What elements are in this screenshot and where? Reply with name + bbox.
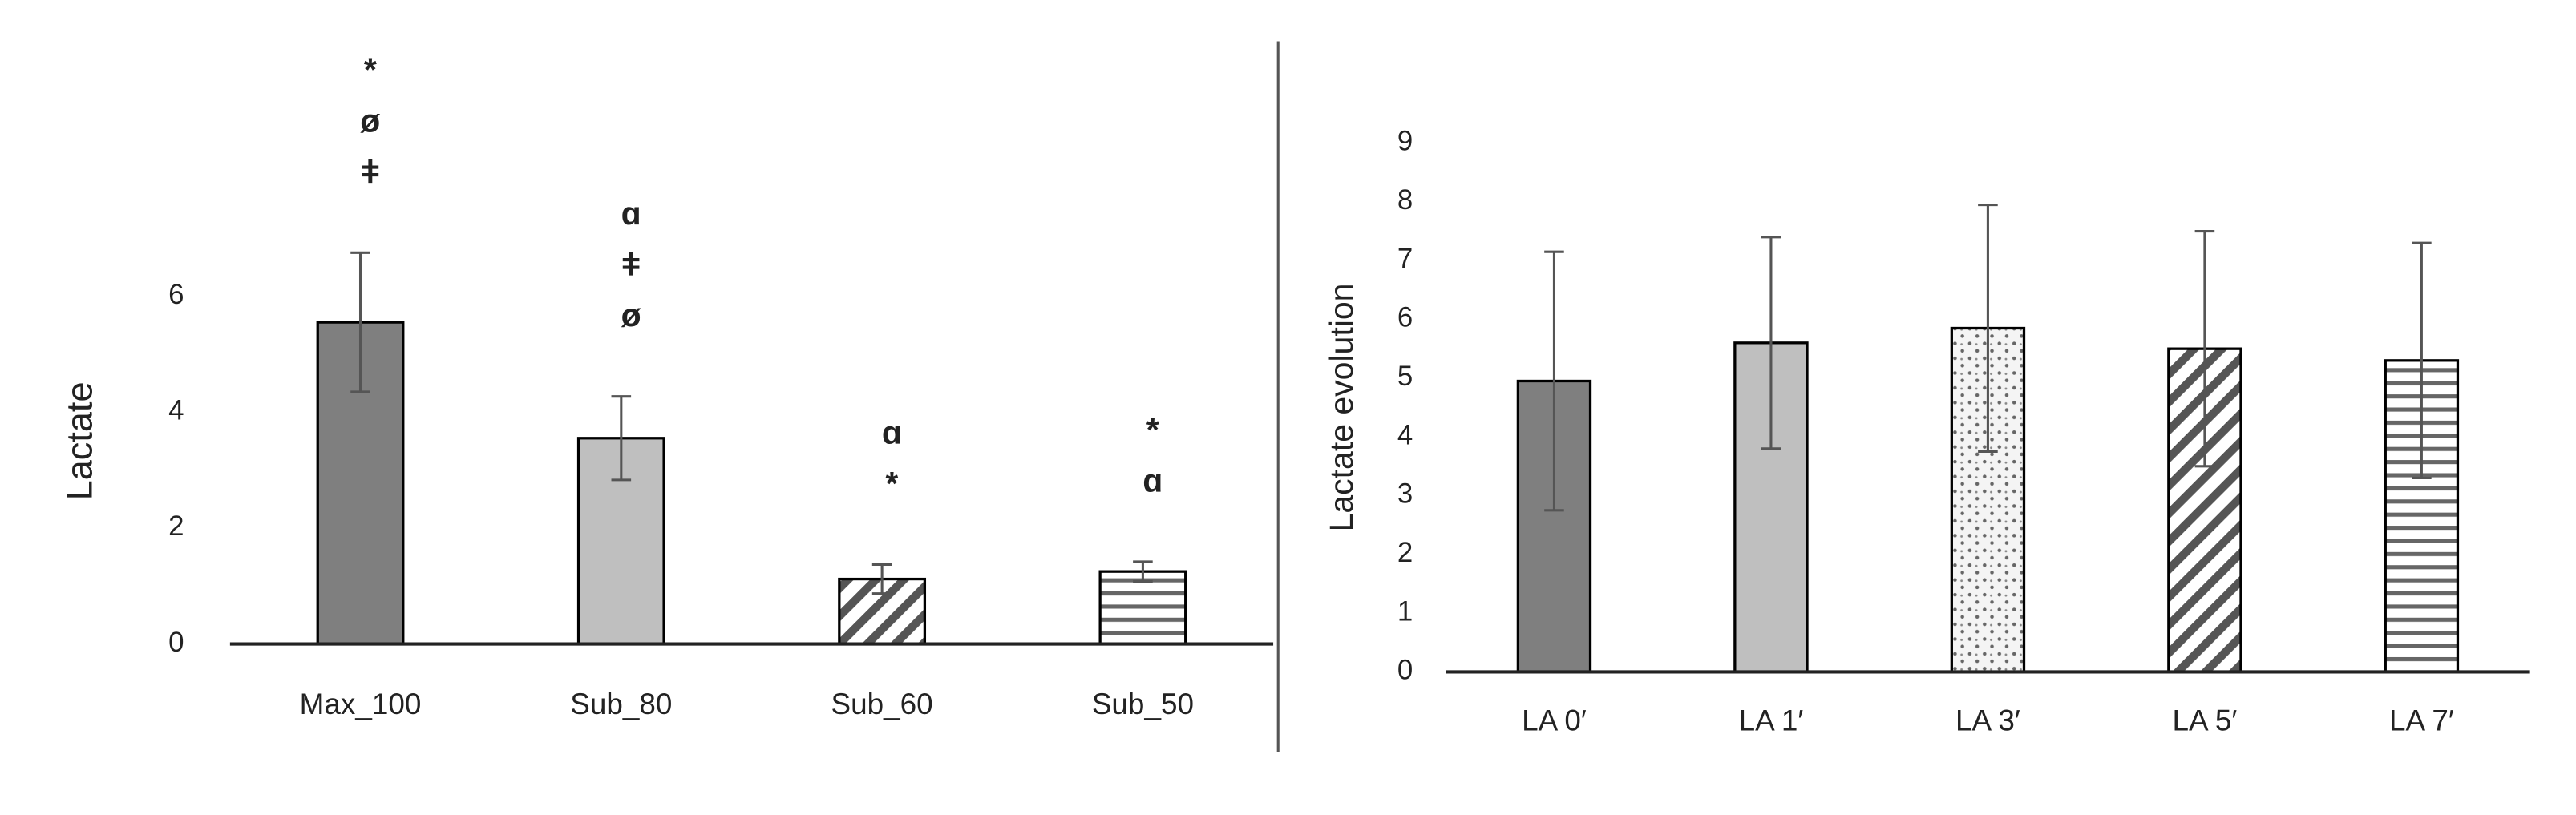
annotation: ø <box>621 297 641 333</box>
x-tick-label: Sub_50 <box>1092 688 1194 720</box>
annotation: * <box>885 465 898 502</box>
x-tick-label: LA 3′ <box>1955 704 2020 737</box>
annotation: ɑ <box>882 414 902 450</box>
y-tick-label: 6 <box>168 279 184 310</box>
y-tick-label: 4 <box>1397 419 1413 450</box>
annotation: ø <box>360 102 380 139</box>
y-tick-label: 2 <box>168 510 184 542</box>
y-axis-label: Lactate evolution <box>1323 284 1360 532</box>
y-tick-label: 2 <box>1397 537 1413 568</box>
annotation: * <box>364 51 377 88</box>
y-axis-label: Lactate <box>59 381 99 500</box>
annotation: ɑ <box>621 195 641 232</box>
y-tick-label: 0 <box>168 627 184 658</box>
x-tick-label: Max_100 <box>300 688 422 720</box>
x-tick-label: LA 7′ <box>2389 704 2454 737</box>
x-tick-label: LA 0′ <box>1522 704 1587 737</box>
annotation: * <box>1146 411 1159 448</box>
y-tick-label: 0 <box>1397 655 1413 686</box>
y-tick-label: 4 <box>168 394 184 426</box>
x-tick-label: LA 1′ <box>1739 704 1804 737</box>
bar <box>1098 570 1187 646</box>
y-tick-label: 5 <box>1397 361 1413 392</box>
annotation: ǂ <box>361 153 380 190</box>
annotation: ǂ <box>621 246 641 283</box>
y-tick-label: 7 <box>1397 243 1413 274</box>
y-tick-label: 9 <box>1397 126 1413 157</box>
y-tick-label: 6 <box>1397 302 1413 333</box>
x-tick-label: LA 5′ <box>2173 704 2238 737</box>
y-tick-label: 8 <box>1397 184 1413 216</box>
annotation: ɑ <box>1142 462 1163 498</box>
y-tick-label: 3 <box>1397 478 1413 510</box>
y-tick-label: 1 <box>1397 595 1413 627</box>
x-tick-label: Sub_60 <box>831 688 933 720</box>
x-tick-label: Sub_80 <box>570 688 672 720</box>
